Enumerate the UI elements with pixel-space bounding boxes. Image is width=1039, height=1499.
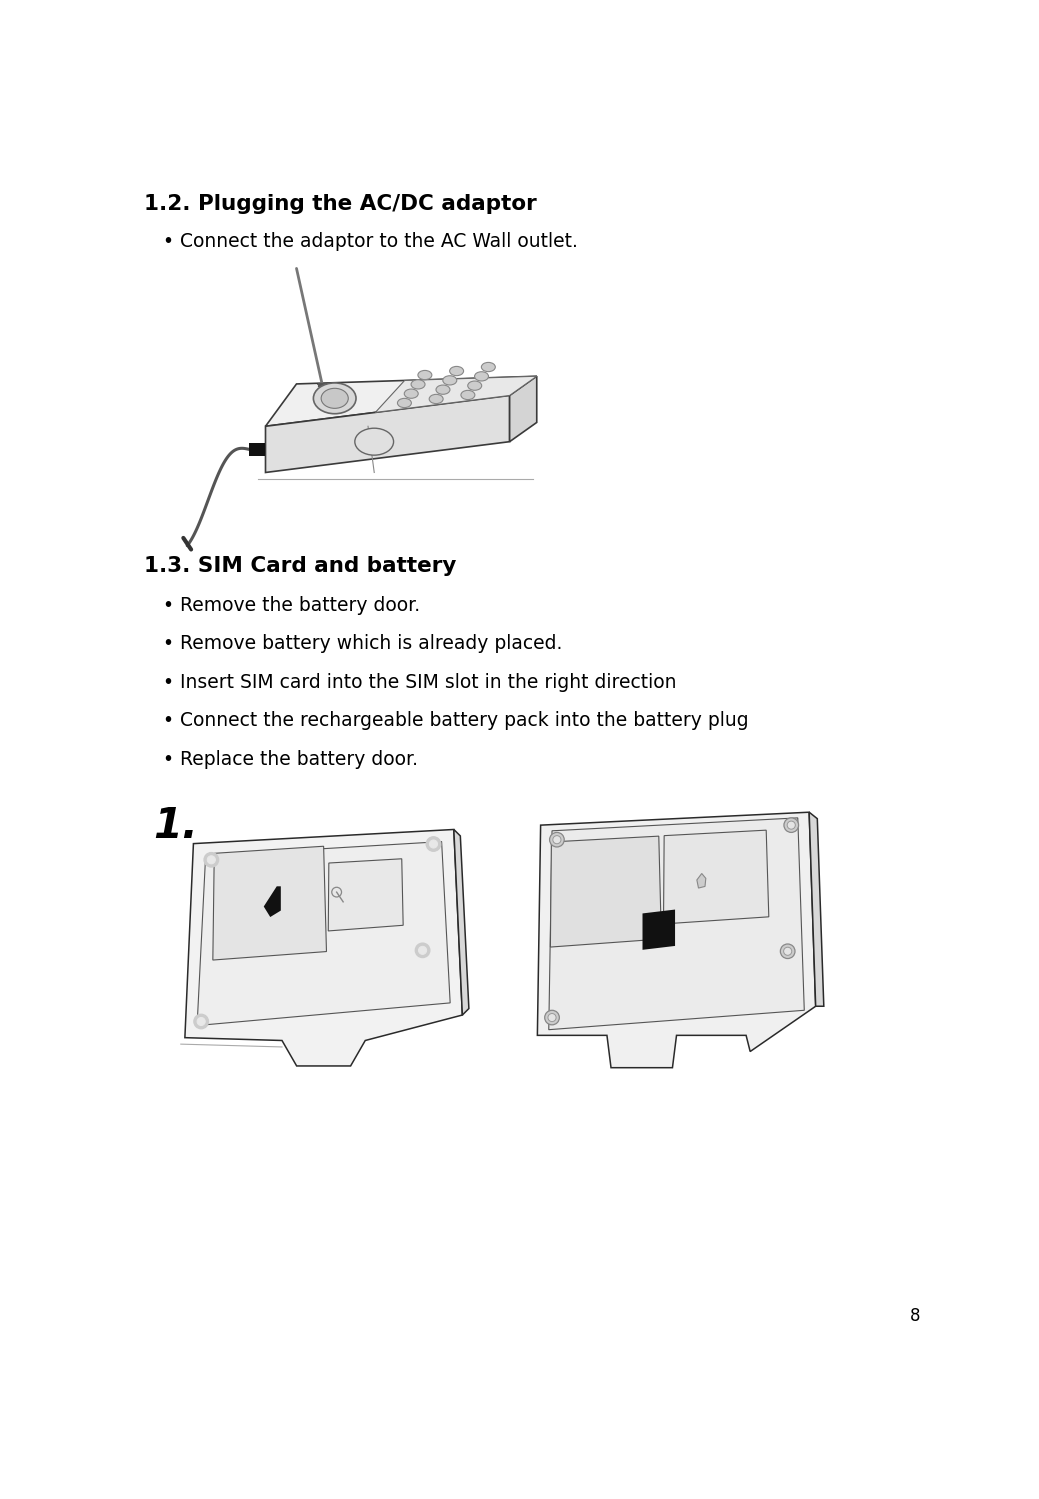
Text: •: •: [162, 634, 174, 654]
Text: Remove the battery door.: Remove the battery door.: [180, 595, 421, 615]
Text: •: •: [162, 595, 174, 615]
Circle shape: [429, 839, 437, 848]
Circle shape: [550, 832, 564, 847]
Text: 1.: 1.: [153, 805, 198, 847]
Polygon shape: [664, 830, 769, 923]
Text: Connect the adaptor to the AC Wall outlet.: Connect the adaptor to the AC Wall outle…: [180, 232, 578, 252]
Ellipse shape: [461, 390, 475, 400]
Polygon shape: [551, 836, 662, 947]
Circle shape: [204, 853, 218, 866]
Ellipse shape: [355, 429, 394, 456]
Circle shape: [783, 947, 792, 955]
Polygon shape: [197, 841, 450, 1025]
Ellipse shape: [404, 390, 419, 399]
Ellipse shape: [443, 376, 457, 385]
Polygon shape: [266, 376, 537, 426]
Polygon shape: [375, 376, 537, 412]
Text: Replace the battery door.: Replace the battery door.: [180, 750, 419, 769]
Ellipse shape: [468, 381, 482, 390]
Polygon shape: [509, 376, 537, 442]
Circle shape: [544, 1010, 559, 1025]
Text: •: •: [162, 673, 174, 691]
Ellipse shape: [450, 366, 463, 376]
Circle shape: [207, 856, 215, 863]
Polygon shape: [809, 812, 824, 1006]
Ellipse shape: [481, 363, 496, 372]
Polygon shape: [328, 859, 403, 931]
Circle shape: [788, 821, 795, 829]
Polygon shape: [185, 829, 462, 1066]
Circle shape: [194, 1015, 209, 1028]
Bar: [249, 444, 265, 456]
Text: 1.2. Plugging the AC/DC adaptor: 1.2. Plugging the AC/DC adaptor: [143, 193, 536, 214]
Text: 2.: 2.: [549, 826, 593, 869]
Text: •: •: [162, 750, 174, 769]
Text: •: •: [162, 711, 174, 730]
Circle shape: [784, 818, 799, 832]
Text: 8: 8: [910, 1307, 921, 1325]
Ellipse shape: [436, 385, 450, 394]
Circle shape: [419, 946, 427, 955]
Polygon shape: [213, 847, 326, 959]
Circle shape: [553, 835, 561, 844]
Circle shape: [780, 944, 795, 958]
Ellipse shape: [398, 399, 411, 408]
Ellipse shape: [321, 388, 348, 408]
Ellipse shape: [314, 382, 356, 414]
Ellipse shape: [418, 370, 432, 379]
Text: •: •: [162, 232, 174, 252]
Ellipse shape: [429, 394, 443, 403]
Circle shape: [426, 836, 441, 851]
Text: Remove battery which is already placed.: Remove battery which is already placed.: [180, 634, 563, 654]
Polygon shape: [537, 812, 816, 1067]
Ellipse shape: [411, 379, 425, 388]
Polygon shape: [454, 829, 469, 1015]
Ellipse shape: [475, 372, 488, 381]
Polygon shape: [697, 874, 705, 887]
Polygon shape: [642, 910, 675, 950]
Polygon shape: [266, 396, 509, 472]
Circle shape: [548, 1013, 556, 1022]
Circle shape: [416, 943, 430, 958]
Text: Connect the rechargeable battery pack into the battery plug: Connect the rechargeable battery pack in…: [180, 711, 749, 730]
Polygon shape: [549, 818, 804, 1030]
Polygon shape: [264, 886, 281, 917]
Text: Insert SIM card into the SIM slot in the right direction: Insert SIM card into the SIM slot in the…: [180, 673, 676, 691]
Circle shape: [197, 1018, 206, 1025]
Text: 1.3. SIM Card and battery: 1.3. SIM Card and battery: [143, 556, 456, 576]
